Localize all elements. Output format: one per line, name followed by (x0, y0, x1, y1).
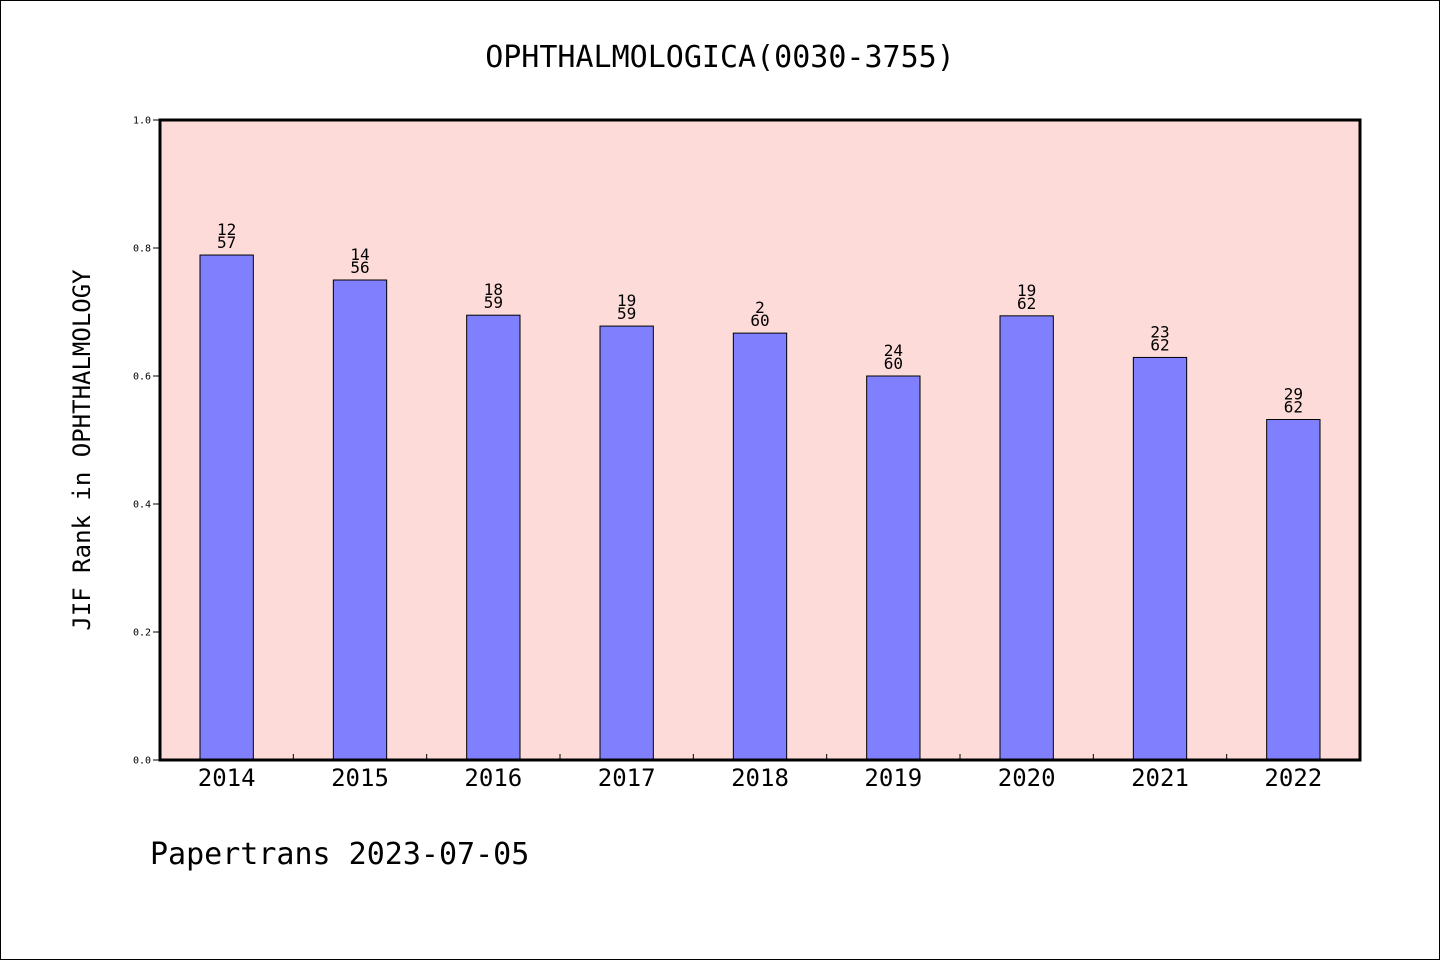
bar-label-total: 60 (750, 311, 769, 330)
x-tick-label: 2015 (331, 764, 389, 792)
x-tick-label: 2022 (1264, 764, 1322, 792)
bar-2018 (732, 332, 788, 761)
bar-2015 (332, 279, 388, 761)
x-axis: 2014 2015 2016 2017 2018 2019 2020 2021 2022 (198, 754, 1322, 792)
bar-2019 (866, 375, 921, 761)
bar-label-total: 60 (884, 354, 903, 373)
bar-label-total: 59 (484, 293, 503, 312)
bar-2014 (199, 254, 254, 761)
bar-2020 (999, 315, 1054, 761)
x-tick-label: 2016 (464, 764, 522, 792)
bar-series (199, 254, 1321, 761)
x-tick-label: 2017 (598, 764, 656, 792)
bar-2022 (1266, 419, 1321, 761)
bar-label-rank: 23 (1150, 322, 1169, 341)
bar-label-total: 59 (617, 304, 636, 323)
bar-2017 (599, 325, 654, 761)
bar-label-rank: 29 (1284, 385, 1303, 404)
y-tick-label: 0.6 (133, 372, 151, 383)
y-axis: 0.0 0.2 0.4 0.6 0.8 1.0 (133, 116, 160, 767)
y-tick-label: 0.8 (133, 244, 151, 255)
bar-label-total: 56 (350, 258, 369, 277)
x-tick-label: 2020 (998, 764, 1056, 792)
bar-label-total: 62 (1284, 398, 1303, 417)
bar-label-rank: 19 (1017, 281, 1036, 300)
y-tick-label: 0.2 (133, 628, 151, 639)
bar-2016 (466, 314, 521, 761)
y-tick-label: 0.4 (133, 500, 151, 511)
bar-label-rank: 14 (350, 245, 369, 264)
y-axis-label: JIF Rank in OPHTHALMOLOGY (68, 269, 96, 631)
bar-label-rank: 24 (884, 341, 903, 360)
x-tick-label: 2014 (198, 764, 256, 792)
x-tick-label: 2021 (1131, 764, 1189, 792)
bar-label-rank: 12 (217, 220, 236, 239)
bar-2021 (1132, 356, 1188, 761)
y-tick-label: 0.0 (133, 756, 151, 767)
chart-title: OPHTHALMOLOGICA(0030-3755) (485, 40, 955, 75)
bar-label-rank: 18 (484, 280, 503, 299)
x-tick-label: 2018 (731, 764, 789, 792)
footer-source-date: Papertrans 2023-07-05 (150, 837, 529, 872)
x-tick-label: 2019 (864, 764, 922, 792)
bar-label-rank: 2 (755, 298, 765, 317)
bar-label-total: 62 (1017, 294, 1036, 313)
y-tick-label: 1.0 (133, 116, 151, 127)
bar-label-rank: 19 (617, 291, 636, 310)
bar-label-total: 57 (217, 233, 236, 252)
bar-label-total: 62 (1150, 335, 1169, 354)
plot-frame (158, 118, 1362, 762)
